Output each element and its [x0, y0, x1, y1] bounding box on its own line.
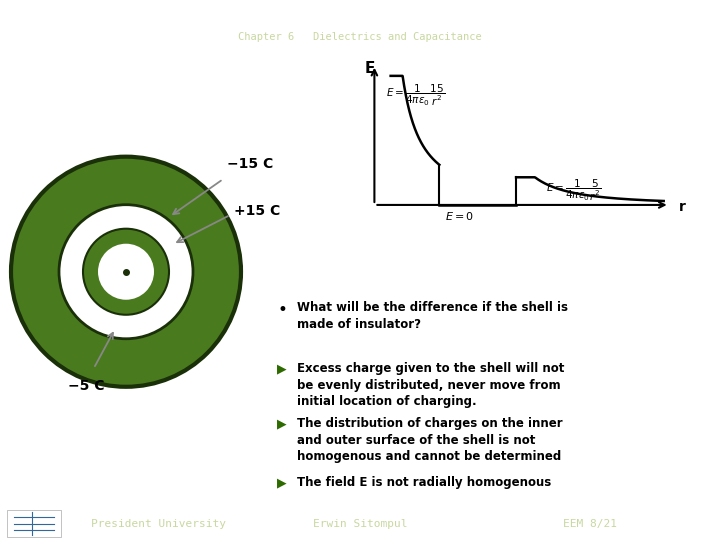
Text: The distribution of charges on the inner
and outer surface of the shell is not
h: The distribution of charges on the inner… — [297, 417, 563, 463]
Text: ▶: ▶ — [277, 417, 287, 430]
Text: Erwin Sitompul: Erwin Sitompul — [312, 519, 408, 529]
Text: Excess charge given to the shell will not
be evenly distributed, never move from: Excess charge given to the shell will no… — [297, 362, 564, 408]
Text: +15 C: +15 C — [234, 204, 280, 218]
Ellipse shape — [98, 244, 154, 300]
Text: $E = \dfrac{1}{4\pi\varepsilon_0}\dfrac{5}{r^2}$: $E = \dfrac{1}{4\pi\varepsilon_0}\dfrac{… — [546, 178, 601, 204]
Text: −5 C: −5 C — [68, 379, 104, 393]
Text: $E = \dfrac{1}{4\pi\varepsilon_0}\dfrac{15}{r^2}$: $E = \dfrac{1}{4\pi\varepsilon_0}\dfrac{… — [386, 83, 446, 109]
Ellipse shape — [11, 157, 241, 387]
Bar — [7, 510, 61, 537]
Text: −15 C: −15 C — [227, 157, 273, 171]
Text: E: E — [365, 61, 375, 76]
Text: $E = 0$: $E = 0$ — [445, 211, 474, 222]
Text: The field E is not radially homogenous: The field E is not radially homogenous — [297, 476, 552, 489]
Text: EEM 8/21: EEM 8/21 — [563, 519, 618, 529]
Text: ▶: ▶ — [277, 476, 287, 489]
Text: •: • — [277, 301, 287, 319]
Text: The Nature of Dielectric Materials: The Nature of Dielectric Materials — [120, 56, 600, 80]
Text: r: r — [678, 200, 685, 214]
Ellipse shape — [59, 205, 193, 339]
Text: What will be the difference if the shell is
made of insulator?: What will be the difference if the shell… — [297, 301, 568, 330]
Text: ▶: ▶ — [277, 362, 287, 375]
Ellipse shape — [83, 229, 169, 315]
Text: Chapter 6   Dielectrics and Capacitance: Chapter 6 Dielectrics and Capacitance — [238, 32, 482, 42]
Text: President University: President University — [91, 519, 226, 529]
